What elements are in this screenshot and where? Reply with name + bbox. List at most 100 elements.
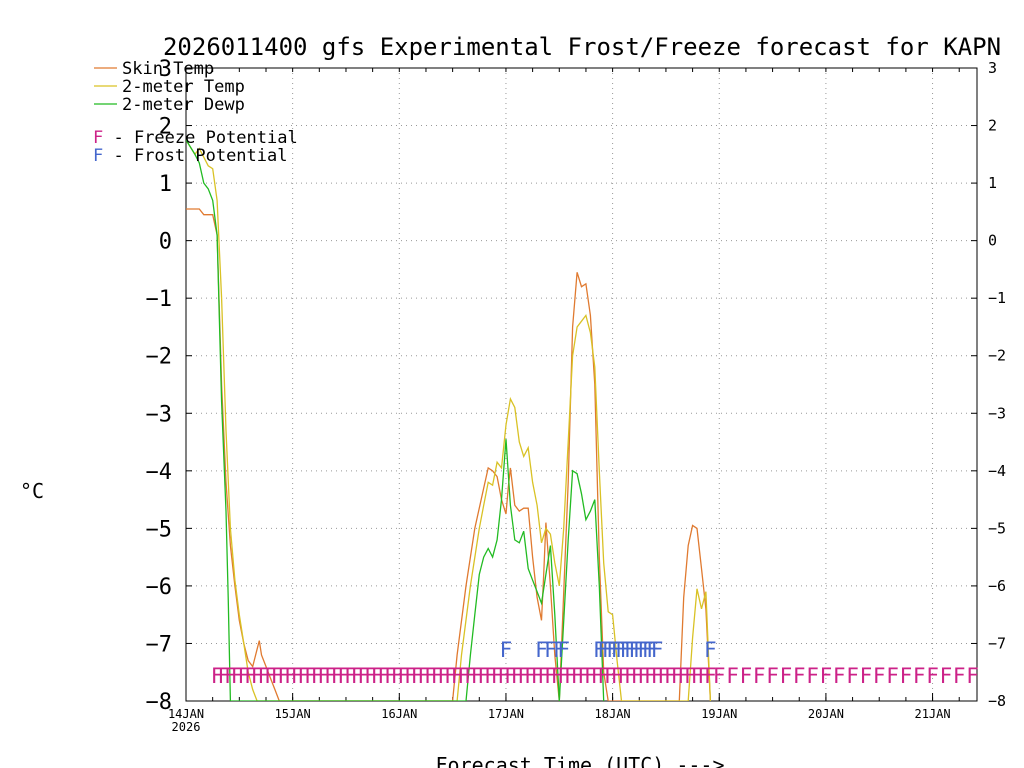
freeze-potential-marker: F xyxy=(337,664,350,688)
freeze-potential-marker: F xyxy=(464,664,477,688)
y-tick-label-right: 0 xyxy=(988,232,997,250)
freeze-potential-marker: F xyxy=(224,664,237,688)
freeze-potential-marker: F xyxy=(364,664,377,688)
freeze-potential-marker: F xyxy=(753,664,766,688)
freeze-potential-marker: F xyxy=(317,664,330,688)
freeze-potential-marker: F xyxy=(211,664,224,688)
freeze-potential-marker: F xyxy=(251,664,264,688)
series-line-2-meter-dewp xyxy=(186,139,605,701)
y-tick-label-right: 2 xyxy=(988,117,997,135)
freeze-potential-marker: F xyxy=(437,664,450,688)
frost-potential-marker: F xyxy=(500,638,513,662)
frost-potential-marker: F xyxy=(624,638,637,662)
y-tick-label-left: −3 xyxy=(146,402,173,427)
freeze-potential-marker: F xyxy=(584,664,597,688)
frost-potential-marker: F xyxy=(606,638,619,662)
freeze-potential-marker: F xyxy=(431,664,444,688)
freeze-potential-marker: F xyxy=(664,664,677,688)
freeze-potential-marker: F xyxy=(806,664,819,688)
y-axis: 3 3 2 2 1 1 0 0 −1 −1 −2 −2 −3 −3 −4 −4 −5 −5 −6 −6 −7 −7 −8 −8 xyxy=(146,57,1007,715)
freeze-potential-marker: F xyxy=(297,664,310,688)
freeze-potential-marker: F xyxy=(371,664,384,688)
freeze-potential-marker: F xyxy=(397,664,410,688)
freeze-potential-marker: F xyxy=(860,664,873,688)
freeze-potential-marker: F xyxy=(793,664,806,688)
y-tick-label-right: −2 xyxy=(988,347,1006,365)
x-tick-sublabel: 2026 xyxy=(172,720,201,734)
freeze-potential-marker: F xyxy=(926,664,939,688)
freeze-potential-marker: F xyxy=(557,664,570,688)
legend-label: 2-meter Temp xyxy=(122,77,245,97)
y-tick-label-left: −4 xyxy=(146,460,173,485)
frost-potential-marker: F xyxy=(651,638,664,662)
freeze-potential-marker: F xyxy=(617,664,630,688)
freeze-potential-marker: F xyxy=(597,664,610,688)
y-tick-label-left: 2 xyxy=(159,115,172,140)
freeze-potential-marker: F xyxy=(504,664,517,688)
chart-title: 2026011400 gfs Experimental Frost/Freeze… xyxy=(163,33,1001,61)
freeze-potential-marker: F xyxy=(571,664,584,688)
frost-potential-marker: F xyxy=(704,638,717,662)
legend-potential-label: F - Frost Potential xyxy=(93,146,287,166)
freeze-potential-marker: F xyxy=(780,664,793,688)
freeze-potential-marker: F xyxy=(377,664,390,688)
freeze-potential-marker: F xyxy=(257,664,270,688)
freeze-potential-marker: F xyxy=(531,664,544,688)
y-tick-label-right: 1 xyxy=(988,174,997,192)
freeze-potential-marker: F xyxy=(713,664,726,688)
y-tick-label-left: 1 xyxy=(159,172,172,197)
y-tick-label-right: −6 xyxy=(988,577,1006,595)
legend-label: 2-meter Dewp xyxy=(122,95,245,115)
freeze-potential-marker: F xyxy=(544,664,557,688)
frost-potential-marker: F xyxy=(544,638,557,662)
frost-potential-marker: F xyxy=(633,638,646,662)
y-tick-label-right: −3 xyxy=(988,404,1006,422)
freeze-potential-marker: F xyxy=(217,664,230,688)
freeze-potential-marker: F xyxy=(684,664,697,688)
freeze-potential-marker: F xyxy=(697,664,710,688)
y-tick-label-right: −8 xyxy=(988,692,1006,710)
freeze-potential-marker: F xyxy=(671,664,684,688)
frost-potential-marker: F xyxy=(535,638,548,662)
legend-potential-text: - Frost Potential xyxy=(103,146,287,166)
frost-potential-marker: F xyxy=(611,638,624,662)
freeze-potential-marker: F xyxy=(271,664,284,688)
plot-frame xyxy=(185,67,978,702)
y-tick-label-left: −6 xyxy=(146,575,173,600)
x-axis-label: Forecast Time (UTC) ---> xyxy=(436,753,725,768)
freeze-potential-marker: F xyxy=(471,664,484,688)
legend-label: Skin Temp xyxy=(122,59,214,79)
freeze-potential-marker: F xyxy=(391,664,404,688)
freeze-potential-marker: F xyxy=(704,664,717,688)
freeze-potential-marker: F xyxy=(477,664,490,688)
freeze-potential-marker: F xyxy=(524,664,537,688)
freeze-potential-marker: F xyxy=(940,664,953,688)
y-tick-label-left: 0 xyxy=(159,230,172,255)
y-tick-label-left: −1 xyxy=(146,287,173,312)
y-tick-label-left: −2 xyxy=(146,345,173,370)
frost-potential-marker: F xyxy=(557,638,570,662)
freeze-potential-marker: F xyxy=(913,664,926,688)
freeze-potential-marker: F xyxy=(677,664,690,688)
x-tick-label: 19JAN xyxy=(701,707,737,721)
legend-potential-text: - Freeze Potential xyxy=(103,128,297,148)
freeze-potential-marker: F xyxy=(517,664,530,688)
freeze-potential-marker: F xyxy=(624,664,637,688)
frost-potential-marker: F xyxy=(628,638,641,662)
freeze-potential-marker: F xyxy=(311,664,324,688)
x-tick-label: 18JAN xyxy=(595,707,631,721)
freeze-potential-marker: F xyxy=(611,664,624,688)
freeze-potential-marker: F xyxy=(820,664,833,688)
freeze-potential-marker: F xyxy=(357,664,370,688)
x-tick-label: 16JAN xyxy=(381,707,417,721)
freeze-potential-marker: F xyxy=(551,664,564,688)
freeze-potential-marker: F xyxy=(604,664,617,688)
series-lines xyxy=(186,139,712,701)
freeze-potential-marker: F xyxy=(577,664,590,688)
freeze-potential-marker: F xyxy=(404,664,417,688)
frost-potential-marker: F xyxy=(602,638,615,662)
freeze-potential-marker: F xyxy=(637,664,650,688)
frost-potential-marker: F xyxy=(620,638,633,662)
